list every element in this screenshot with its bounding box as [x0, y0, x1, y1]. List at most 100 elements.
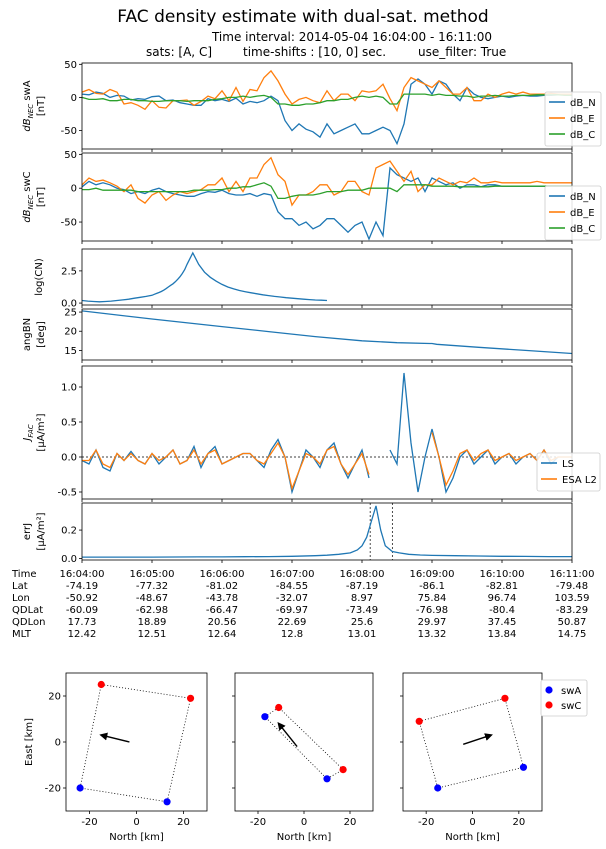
- y-axis-label: dBNEC swA: [22, 80, 35, 131]
- time-tick-label: 16:05:00: [130, 569, 175, 580]
- legend: dB_N dB_E dB_C: [544, 185, 602, 241]
- table-cell: -69.97: [276, 605, 308, 616]
- swc-point: [275, 703, 283, 712]
- table-cell: 12.8: [281, 629, 303, 640]
- y-axis-label-sub: NEC: [27, 195, 35, 210]
- y-tick-label: 15: [64, 346, 77, 357]
- panel-5: 1.0 0.5 0.0 -0.5 JFAC [μA/m²] LS ESA L2: [22, 365, 601, 502]
- table-cell: 20.56: [208, 617, 237, 628]
- time-tick-label: 16:07:00: [270, 569, 315, 580]
- y-tick-label: 20: [64, 327, 77, 338]
- swc-point: [186, 694, 195, 702]
- legend-label: swC: [561, 701, 581, 712]
- table-cell: -62.98: [136, 605, 168, 616]
- x-tick-label: 20: [512, 817, 525, 828]
- y-tick-label: 1.0: [61, 383, 77, 394]
- legend-label: dB_E: [570, 114, 595, 125]
- panel-frame: [81, 248, 573, 306]
- table-cell: 22.69: [278, 617, 307, 628]
- legend-label: dB_N: [570, 98, 596, 109]
- x-tick-label: 0: [301, 817, 307, 828]
- legend-frame: [544, 91, 602, 147]
- time-tick-label: 16:10:00: [480, 569, 525, 580]
- table-cell: -74.19: [66, 581, 98, 592]
- table-cell: 17.73: [68, 617, 97, 628]
- legend-marker: [545, 686, 553, 694]
- legend-frame: [544, 185, 602, 241]
- y-axis-label: JFAC: [22, 424, 35, 442]
- y-axis-label-main: dB: [22, 209, 33, 222]
- panel-frame: [81, 308, 573, 361]
- table-row-label: MLT: [12, 629, 32, 640]
- y-axis-label: errJ: [22, 523, 33, 540]
- time-tick-label: 16:06:00: [200, 569, 245, 580]
- satellite-quadrilateral: [79, 684, 192, 803]
- table-cell: 14.75: [558, 629, 587, 640]
- x-tick-label: 0: [469, 817, 475, 828]
- y-axis-label-main: J: [22, 438, 33, 443]
- table-cell: 13.84: [488, 629, 517, 640]
- table-cell: -43.78: [206, 593, 238, 604]
- series-line-db-c: [81, 93, 572, 106]
- legend-label: LS: [562, 459, 574, 470]
- y-axis-label: angBN: [22, 318, 33, 351]
- series-line-db-e: [81, 69, 572, 113]
- table-cell: -84.55: [276, 581, 308, 592]
- y-tick-label: 0.0: [61, 299, 77, 310]
- legend-frame: [540, 679, 588, 717]
- table-cell: -82.81: [486, 581, 518, 592]
- legend-label: dB_E: [570, 208, 595, 219]
- y-tick-label: -0.5: [57, 488, 77, 499]
- swa-point: [76, 784, 84, 792]
- y-axis-label-main: errJ: [22, 523, 33, 540]
- swa-point: [519, 763, 528, 771]
- x-axis-label: North [km]: [277, 832, 332, 843]
- swa-point: [261, 713, 269, 721]
- y-axis-label-main: log(CN): [34, 258, 45, 296]
- direction-arrow: [463, 733, 493, 745]
- y-tick-label: 0: [71, 184, 77, 195]
- table-cell: 37.45: [488, 617, 517, 628]
- table-cell: -32.07: [276, 593, 308, 604]
- panel-6: 0.2 0.0 errJ [μA/m²]: [22, 502, 573, 565]
- table-cell: -77.32: [136, 581, 168, 592]
- swa-point: [163, 798, 171, 806]
- series-line-db-n: [81, 166, 572, 241]
- y-axis-label-suffix: swC: [22, 171, 33, 195]
- table-cell: 12.51: [138, 629, 167, 640]
- table-cell: -60.09: [66, 605, 98, 616]
- series-line-db-e: [81, 156, 572, 207]
- direction-arrow: [277, 722, 298, 748]
- legend-label: dB_C: [570, 224, 595, 235]
- x-tick-label: 20: [177, 817, 190, 828]
- time-shifts-label: time-shifts : [10, 0] sec.: [243, 45, 386, 59]
- table-cell: -48.67: [136, 593, 168, 604]
- time-tick-label: 16:04:00: [60, 569, 105, 580]
- table-row-label: Lon: [12, 593, 30, 604]
- chart-title: FAC density estimate with dual-sat. meth…: [117, 7, 488, 27]
- legend-label: ESA L2: [562, 475, 597, 486]
- y-tick-label: 0: [55, 738, 61, 749]
- y-tick-label: 2.5: [61, 266, 77, 277]
- table-cell: -66.47: [206, 605, 238, 616]
- panel-frame: [81, 502, 573, 561]
- x-tick-label: -20: [250, 817, 266, 828]
- table-cell: -87.19: [346, 581, 378, 592]
- satellite-quadrilateral: [264, 706, 344, 780]
- swc-point: [339, 766, 347, 774]
- sats-label: sats: [A, C]: [146, 45, 212, 59]
- direction-arrow: [99, 732, 130, 743]
- x-axis-label: North [km]: [445, 832, 500, 843]
- x-axis-label: North [km]: [109, 832, 164, 843]
- y-axis-unit: [μA/m²]: [36, 413, 47, 451]
- y-tick-label: 0.0: [61, 453, 77, 464]
- config-panel-2: -20 0 20 North [km]: [232, 672, 374, 843]
- legend-marker: [545, 701, 553, 709]
- legend-label: dB_N: [570, 192, 596, 203]
- table-cell: 12.64: [208, 629, 237, 640]
- sat-legend: swA swC: [540, 679, 588, 717]
- table-cell: -86.1: [419, 581, 445, 592]
